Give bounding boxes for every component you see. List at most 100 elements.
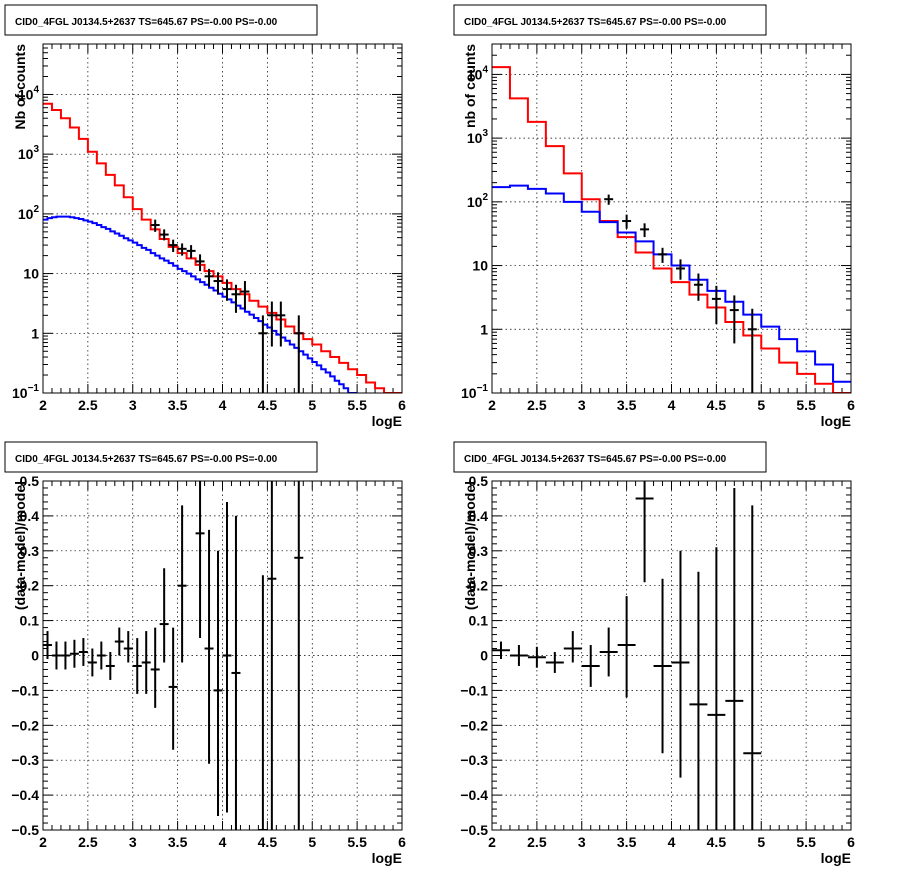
- title-box: [453, 441, 767, 473]
- y-tick-label: 0.2: [469, 578, 489, 594]
- plot-frame: [491, 480, 852, 831]
- data-point: [635, 481, 654, 583]
- pad-br: CID0_4FGL J0134.5+2637 TS=645.67 PS=-0.0…: [453, 441, 855, 866]
- data-point: [653, 578, 672, 754]
- plot-data: [492, 66, 851, 393]
- x-tick-label: 2.5: [527, 397, 547, 413]
- y-tick-label: −0.1: [11, 682, 39, 698]
- y-tick-label: 10: [23, 266, 39, 282]
- y-tick-label: 0.4: [20, 508, 40, 524]
- data-point: [231, 284, 241, 313]
- x-tick-label: 4.5: [258, 834, 278, 850]
- plot-frame: [491, 43, 852, 394]
- data-point: [604, 194, 614, 205]
- x-tick-label: 4: [668, 834, 676, 850]
- y-tick-label: 1: [480, 321, 488, 337]
- histogram-series-1: [492, 184, 851, 383]
- data-point: [186, 245, 196, 259]
- data-point: [231, 515, 241, 830]
- data-point: [159, 568, 169, 663]
- pad-bl: CID0_4FGL J0134.5+2637 TS=645.67 PS=-0.0…: [4, 441, 406, 866]
- x-tick-label: 3.5: [168, 397, 188, 413]
- x-tick-label: 6: [398, 834, 406, 850]
- x-tick-label: 5: [308, 397, 316, 413]
- data-point: [671, 550, 690, 778]
- data-point: [675, 259, 685, 280]
- y-tick-label-exponent: −1: [477, 383, 489, 394]
- x-tick-label: 2.5: [78, 397, 98, 413]
- data-point: [204, 268, 214, 287]
- y-tick-label-base: 10: [18, 86, 34, 102]
- chart-title: CID0_4FGL J0134.5+2637 TS=645.67 PS=-0.0…: [464, 454, 727, 465]
- data-point: [177, 243, 187, 256]
- data-point: [87, 648, 97, 677]
- y-axis-title: nb of counts: [462, 44, 478, 128]
- y-tick-label: 0: [31, 648, 39, 664]
- data-point: [747, 308, 757, 393]
- y-tick-label-base: 10: [467, 194, 483, 210]
- data-point: [123, 631, 133, 663]
- y-axis-title: Nb of counts: [12, 44, 28, 130]
- x-axis-title: logE: [372, 850, 402, 866]
- y-tick-label: −0.1: [460, 682, 488, 698]
- x-tick-label: 5: [757, 397, 765, 413]
- plot-data: [43, 481, 304, 830]
- data-point: [707, 547, 726, 830]
- data-point: [743, 505, 762, 830]
- x-tick-label: 4: [668, 397, 676, 413]
- data-point: [141, 631, 151, 694]
- y-tick-label: 104: [18, 84, 40, 102]
- data-point: [258, 575, 268, 830]
- data-point: [51, 641, 61, 670]
- y-tick-label: 102: [467, 192, 489, 210]
- data-point: [213, 272, 223, 295]
- x-tick-label: 5.5: [796, 834, 816, 850]
- y-tick-label-base: 10: [467, 66, 483, 82]
- data-point: [150, 627, 160, 708]
- y-tick-label-exponent: −1: [28, 383, 40, 394]
- histogram-series-0: [492, 66, 851, 393]
- y-tick-label: 0.3: [20, 543, 40, 559]
- title-box: [4, 441, 318, 473]
- y-tick-label: 0.1: [469, 613, 489, 629]
- x-tick-label: 5.5: [347, 397, 367, 413]
- x-tick-label: 3.5: [168, 834, 188, 850]
- y-tick-label: 103: [18, 144, 40, 162]
- data-point: [195, 254, 205, 272]
- data-point: [640, 223, 650, 238]
- data-point: [294, 481, 304, 830]
- y-tick-label: 1: [31, 325, 39, 341]
- x-tick-label: 2: [488, 397, 496, 413]
- data-point: [729, 295, 739, 344]
- y-tick-label: −0.5: [11, 822, 39, 838]
- data-point: [132, 638, 142, 694]
- x-axis-title: logE: [821, 413, 851, 429]
- title-box: [4, 4, 318, 36]
- x-tick-label: 5.5: [796, 397, 816, 413]
- data-point: [114, 627, 124, 656]
- data-point: [622, 214, 632, 229]
- y-tick-label-exponent: 2: [482, 192, 488, 203]
- data-point: [581, 645, 600, 687]
- data-point: [159, 229, 169, 241]
- data-point: [168, 627, 178, 750]
- y-tick-label-base: 10: [467, 130, 483, 146]
- y-tick-label: 10: [472, 258, 488, 274]
- y-tick-label-base: 10: [12, 385, 28, 401]
- y-tick-label: −0.2: [460, 717, 488, 733]
- y-tick-label-exponent: 4: [482, 64, 488, 75]
- x-axis-title: logE: [821, 850, 851, 866]
- x-tick-label: 3: [129, 834, 137, 850]
- x-tick-label: 3: [578, 397, 586, 413]
- x-tick-label: 3.5: [617, 834, 637, 850]
- chart-title: CID0_4FGL J0134.5+2637 TS=645.67 PS=-0.0…: [464, 17, 727, 28]
- data-point: [213, 550, 223, 817]
- y-tick-label: −0.2: [11, 717, 39, 733]
- y-tick-label: −0.5: [460, 822, 488, 838]
- data-point: [267, 481, 277, 830]
- y-tick-label-base: 10: [461, 385, 477, 401]
- x-tick-label: 2.5: [527, 834, 547, 850]
- x-tick-label: 3.5: [617, 397, 637, 413]
- x-tick-label: 3: [129, 397, 137, 413]
